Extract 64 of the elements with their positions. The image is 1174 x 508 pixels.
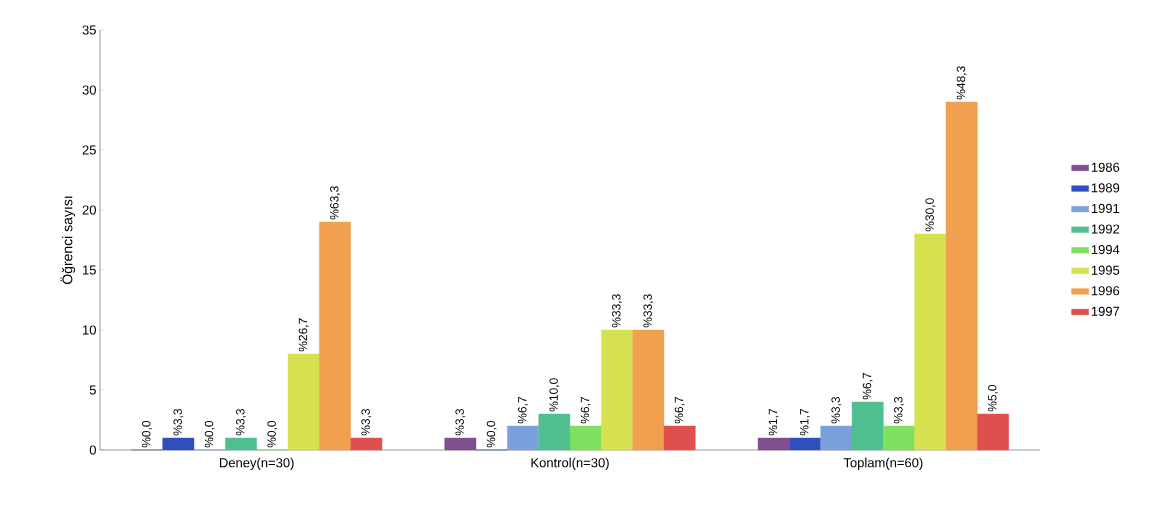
x-tick-label: Toplam(n=60) bbox=[843, 457, 923, 470]
annotation: %6,7 bbox=[674, 397, 685, 424]
annotation: %3,3 bbox=[361, 408, 372, 436]
annotation: %0,0 bbox=[267, 420, 278, 448]
bar bbox=[757, 437, 790, 451]
bar bbox=[444, 437, 477, 451]
bar bbox=[820, 425, 853, 451]
annotation: %3,3 bbox=[173, 408, 184, 436]
bar bbox=[851, 401, 884, 451]
legend-label: 1995 bbox=[1091, 265, 1120, 275]
x-tick-label: Deney(n=30) bbox=[219, 457, 294, 470]
annotation: %0,0 bbox=[142, 420, 152, 448]
y-tick-label: 10 bbox=[83, 325, 96, 335]
legend-label: 1986 bbox=[1091, 162, 1120, 172]
bar bbox=[507, 425, 539, 451]
bar bbox=[319, 221, 351, 451]
legend-label: 1997 bbox=[1091, 306, 1120, 316]
annotation: %33,3 bbox=[643, 294, 654, 328]
annotation: %10,0 bbox=[549, 378, 560, 412]
bar bbox=[162, 437, 195, 451]
bar bbox=[538, 413, 571, 451]
annotation: %1,7 bbox=[800, 409, 810, 436]
y-tick-label: 5 bbox=[89, 385, 96, 395]
x-tick-label: Kontrol(n=30) bbox=[531, 457, 609, 470]
y-tick-label: 25 bbox=[82, 145, 96, 155]
annotation: %6,7 bbox=[580, 397, 591, 424]
y-tick-label: 30 bbox=[82, 85, 96, 95]
y-tick-label: 35 bbox=[82, 25, 96, 35]
annotation: %1,7 bbox=[768, 409, 779, 436]
bar bbox=[569, 425, 602, 451]
bar bbox=[601, 329, 633, 451]
annotation: %3,3 bbox=[894, 396, 904, 424]
annotation: %63,3 bbox=[330, 186, 340, 220]
legend-label: 1991 bbox=[1091, 203, 1120, 214]
bar bbox=[977, 413, 1009, 451]
annotation: %3,3 bbox=[236, 408, 246, 436]
bar bbox=[883, 425, 915, 451]
annotation: %3,3 bbox=[831, 396, 842, 424]
legend-label: 1996 bbox=[1091, 286, 1120, 296]
annotation: %33,3 bbox=[612, 294, 622, 328]
bar bbox=[663, 425, 696, 451]
annotation: %5,0 bbox=[988, 384, 998, 412]
legend-label: 1992 bbox=[1091, 224, 1120, 234]
bar bbox=[632, 329, 665, 451]
y-axis-title: Öğrenci sayısı bbox=[60, 196, 76, 285]
annotation: %0,0 bbox=[204, 420, 215, 448]
bar bbox=[914, 233, 947, 451]
annotation: %6,7 bbox=[518, 397, 528, 424]
annotation: %26,7 bbox=[298, 318, 309, 352]
bar bbox=[945, 101, 978, 451]
bar bbox=[287, 353, 320, 451]
annotation: %6,7 bbox=[862, 373, 873, 400]
y-tick-label: 0 bbox=[89, 445, 96, 455]
annotation: %48,3 bbox=[956, 66, 967, 100]
annotation: %3,3 bbox=[455, 408, 466, 436]
y-tick-label: 20 bbox=[82, 205, 96, 215]
bar bbox=[789, 437, 821, 451]
legend-label: 1994 bbox=[1091, 244, 1120, 255]
bar bbox=[225, 437, 257, 451]
legend-label: 1989 bbox=[1091, 183, 1120, 193]
bar bbox=[350, 437, 383, 451]
annotation: %0,0 bbox=[486, 420, 497, 448]
y-tick-label: 15 bbox=[83, 265, 96, 275]
annotation: %30,0 bbox=[925, 198, 936, 232]
